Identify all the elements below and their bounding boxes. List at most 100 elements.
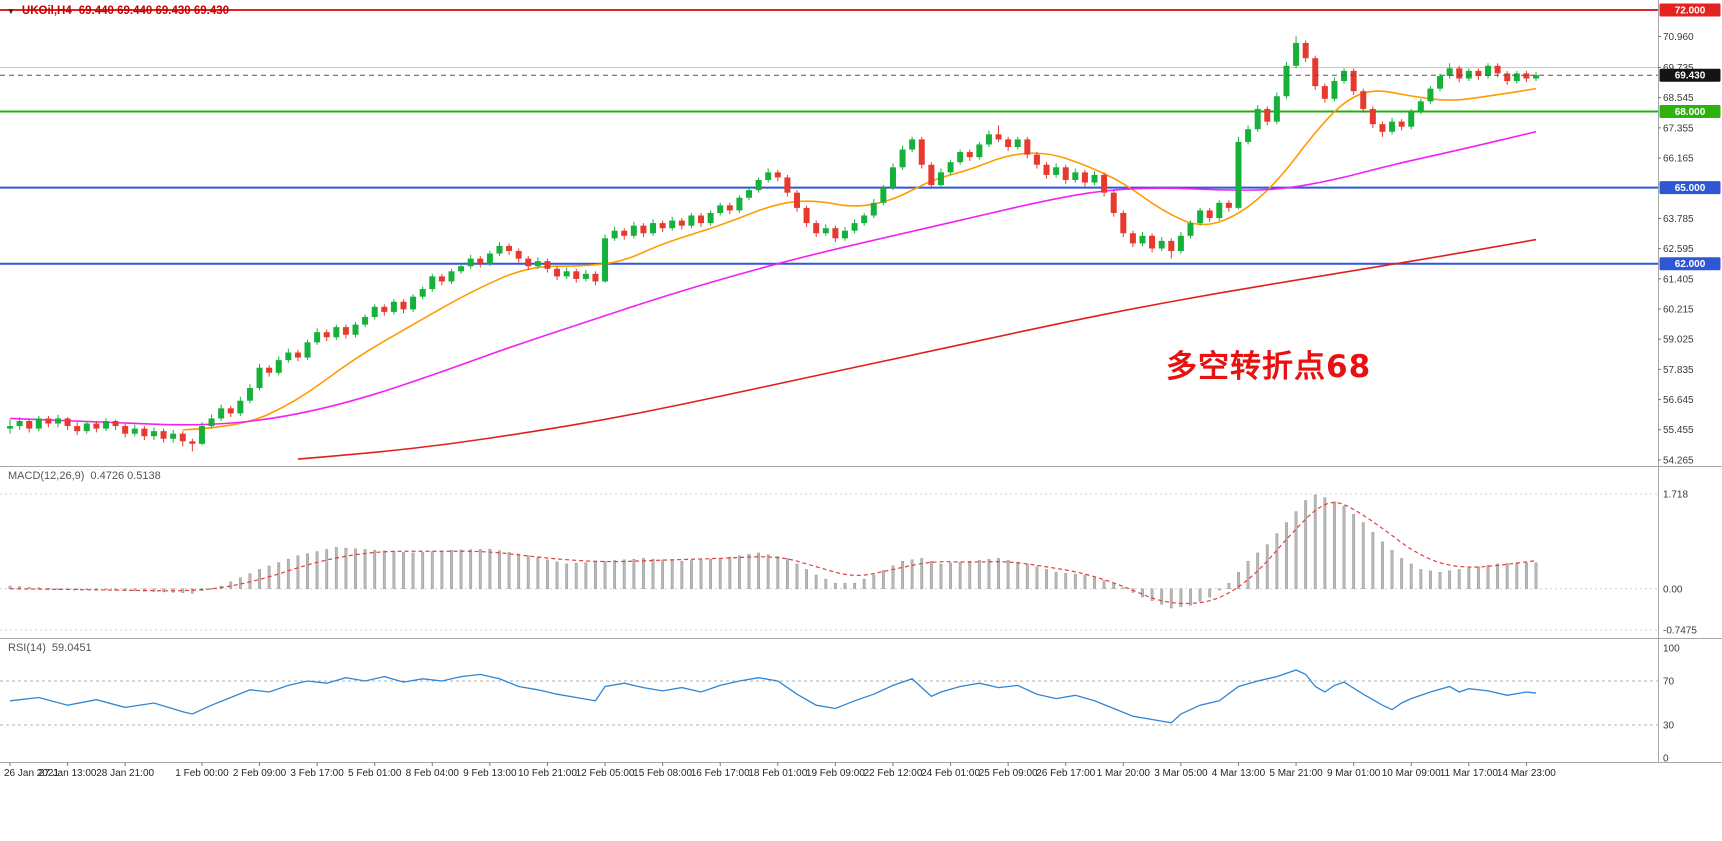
- candle-body: [1485, 65, 1492, 76]
- candle-body: [1235, 141, 1242, 208]
- macd-histogram-bar: [881, 570, 885, 589]
- rsi-panel-plot[interactable]: [0, 639, 1658, 762]
- price-level-badge-bg: [1659, 181, 1721, 195]
- price-tick-label: 60.215: [1663, 304, 1694, 315]
- chart-annotation-text[interactable]: 多空转折点68: [1166, 349, 1372, 385]
- candle-body: [947, 162, 954, 173]
- ohlc-quote-values: 69.440 69.440 69.430 69.430: [78, 5, 230, 17]
- candle-body: [179, 433, 186, 442]
- candle-body: [765, 172, 772, 180]
- time-axis-label: 9 Feb 13:00: [463, 768, 517, 779]
- current-price-badge: 69.430: [1675, 71, 1706, 82]
- candle-body: [1360, 91, 1367, 109]
- time-axis-label: 27 Jan 13:00: [39, 768, 97, 779]
- macd-histogram-bar: [277, 562, 281, 589]
- candle-body: [467, 258, 474, 267]
- macd-histogram-bar: [373, 549, 377, 589]
- macd-histogram-bar: [1342, 505, 1346, 589]
- macd-histogram-bar: [555, 561, 559, 589]
- macd-histogram-bar: [1073, 573, 1077, 589]
- macd-histogram-bar: [642, 558, 645, 589]
- candle-body: [1014, 139, 1021, 147]
- macd-histogram-bar: [1534, 562, 1538, 589]
- candle-body: [419, 289, 426, 297]
- time-axis-label: 10 Mar 09:00: [1382, 768, 1441, 779]
- time-axis-label: 1 Feb 00:00: [175, 768, 229, 779]
- candle-body: [237, 400, 244, 414]
- macd-histogram-bar: [1121, 587, 1125, 590]
- candle-body: [957, 152, 964, 163]
- candle-body: [621, 230, 628, 236]
- price-panel-plot[interactable]: [0, 0, 1658, 466]
- candle-body: [448, 271, 455, 282]
- time-axis-label: 26 Feb 17:00: [1036, 768, 1095, 779]
- macd-histogram-bar: [1361, 522, 1365, 589]
- candle-body: [678, 220, 685, 226]
- candle-body: [1033, 154, 1040, 165]
- candle-body: [1168, 240, 1175, 252]
- candle-body: [131, 428, 138, 434]
- price-level-badge-bg: [1659, 3, 1721, 17]
- macd-histogram-bar: [776, 556, 780, 589]
- candle-body: [1446, 68, 1453, 76]
- candle-body: [54, 418, 61, 424]
- candle-body: [1206, 210, 1213, 219]
- macd-histogram-bar: [1054, 572, 1058, 589]
- candle-body: [899, 149, 906, 168]
- candle-body: [1053, 167, 1060, 175]
- macd-histogram-bar: [421, 552, 425, 589]
- candle-body: [1417, 101, 1424, 112]
- rsi-tick-label: 100: [1663, 644, 1680, 655]
- candle-body: [390, 301, 397, 312]
- candle-body: [227, 408, 234, 414]
- candle-body: [1494, 65, 1501, 74]
- candle-body: [410, 296, 417, 310]
- candle-body: [1254, 108, 1261, 130]
- macd-histogram-bar: [949, 562, 952, 589]
- macd-histogram-bar: [977, 560, 981, 589]
- price-level-badge: 72.000: [1675, 6, 1706, 17]
- time-axis-label: 15 Feb 08:00: [633, 768, 692, 779]
- candle-body: [544, 261, 551, 269]
- candle-body: [438, 276, 445, 282]
- macd-histogram-bar: [190, 588, 194, 594]
- macd-histogram-bar: [1352, 514, 1356, 589]
- macd-histogram-bar: [690, 560, 693, 589]
- candle-body: [746, 190, 753, 198]
- time-axis-label: 28 Jan 21:00: [96, 768, 154, 779]
- macd-histogram-bar: [795, 563, 799, 589]
- macd-histogram-bar: [574, 563, 578, 589]
- candle-body: [64, 418, 71, 427]
- candles-layer: [7, 36, 1539, 452]
- candle-body: [1005, 139, 1012, 147]
- rsi-tick-label: 0: [1663, 754, 1669, 765]
- candle-body: [1091, 174, 1098, 183]
- candle-body: [1331, 81, 1338, 99]
- macd-histogram-bar: [862, 578, 866, 589]
- candle-body: [582, 273, 589, 279]
- macd-histogram-bar: [1438, 572, 1442, 589]
- macd-histogram-bar: [833, 583, 837, 589]
- candle-body: [650, 223, 657, 234]
- time-axis-label: 14 Mar 23:00: [1497, 768, 1556, 779]
- macd-histogram-bar: [709, 558, 713, 589]
- macd-histogram-bar: [1179, 588, 1183, 607]
- candle-body: [726, 205, 733, 211]
- macd-histogram-bar: [344, 547, 348, 589]
- macd-histogram-bar: [718, 558, 722, 589]
- candle-body: [573, 271, 580, 279]
- macd-histogram-bar: [1486, 565, 1490, 589]
- macd-histogram-bar: [210, 588, 213, 590]
- candle-body: [784, 177, 791, 193]
- candle-body: [1504, 73, 1511, 82]
- candle-body: [707, 212, 714, 224]
- candle-body: [246, 388, 253, 401]
- macd-histogram-bar: [632, 558, 636, 589]
- candle-body: [45, 418, 52, 424]
- macd-panel-plot[interactable]: [0, 467, 1658, 638]
- candle-body: [7, 426, 13, 429]
- macd-histogram-bar: [843, 583, 847, 589]
- macd-tick-label: 1.718: [1663, 490, 1688, 501]
